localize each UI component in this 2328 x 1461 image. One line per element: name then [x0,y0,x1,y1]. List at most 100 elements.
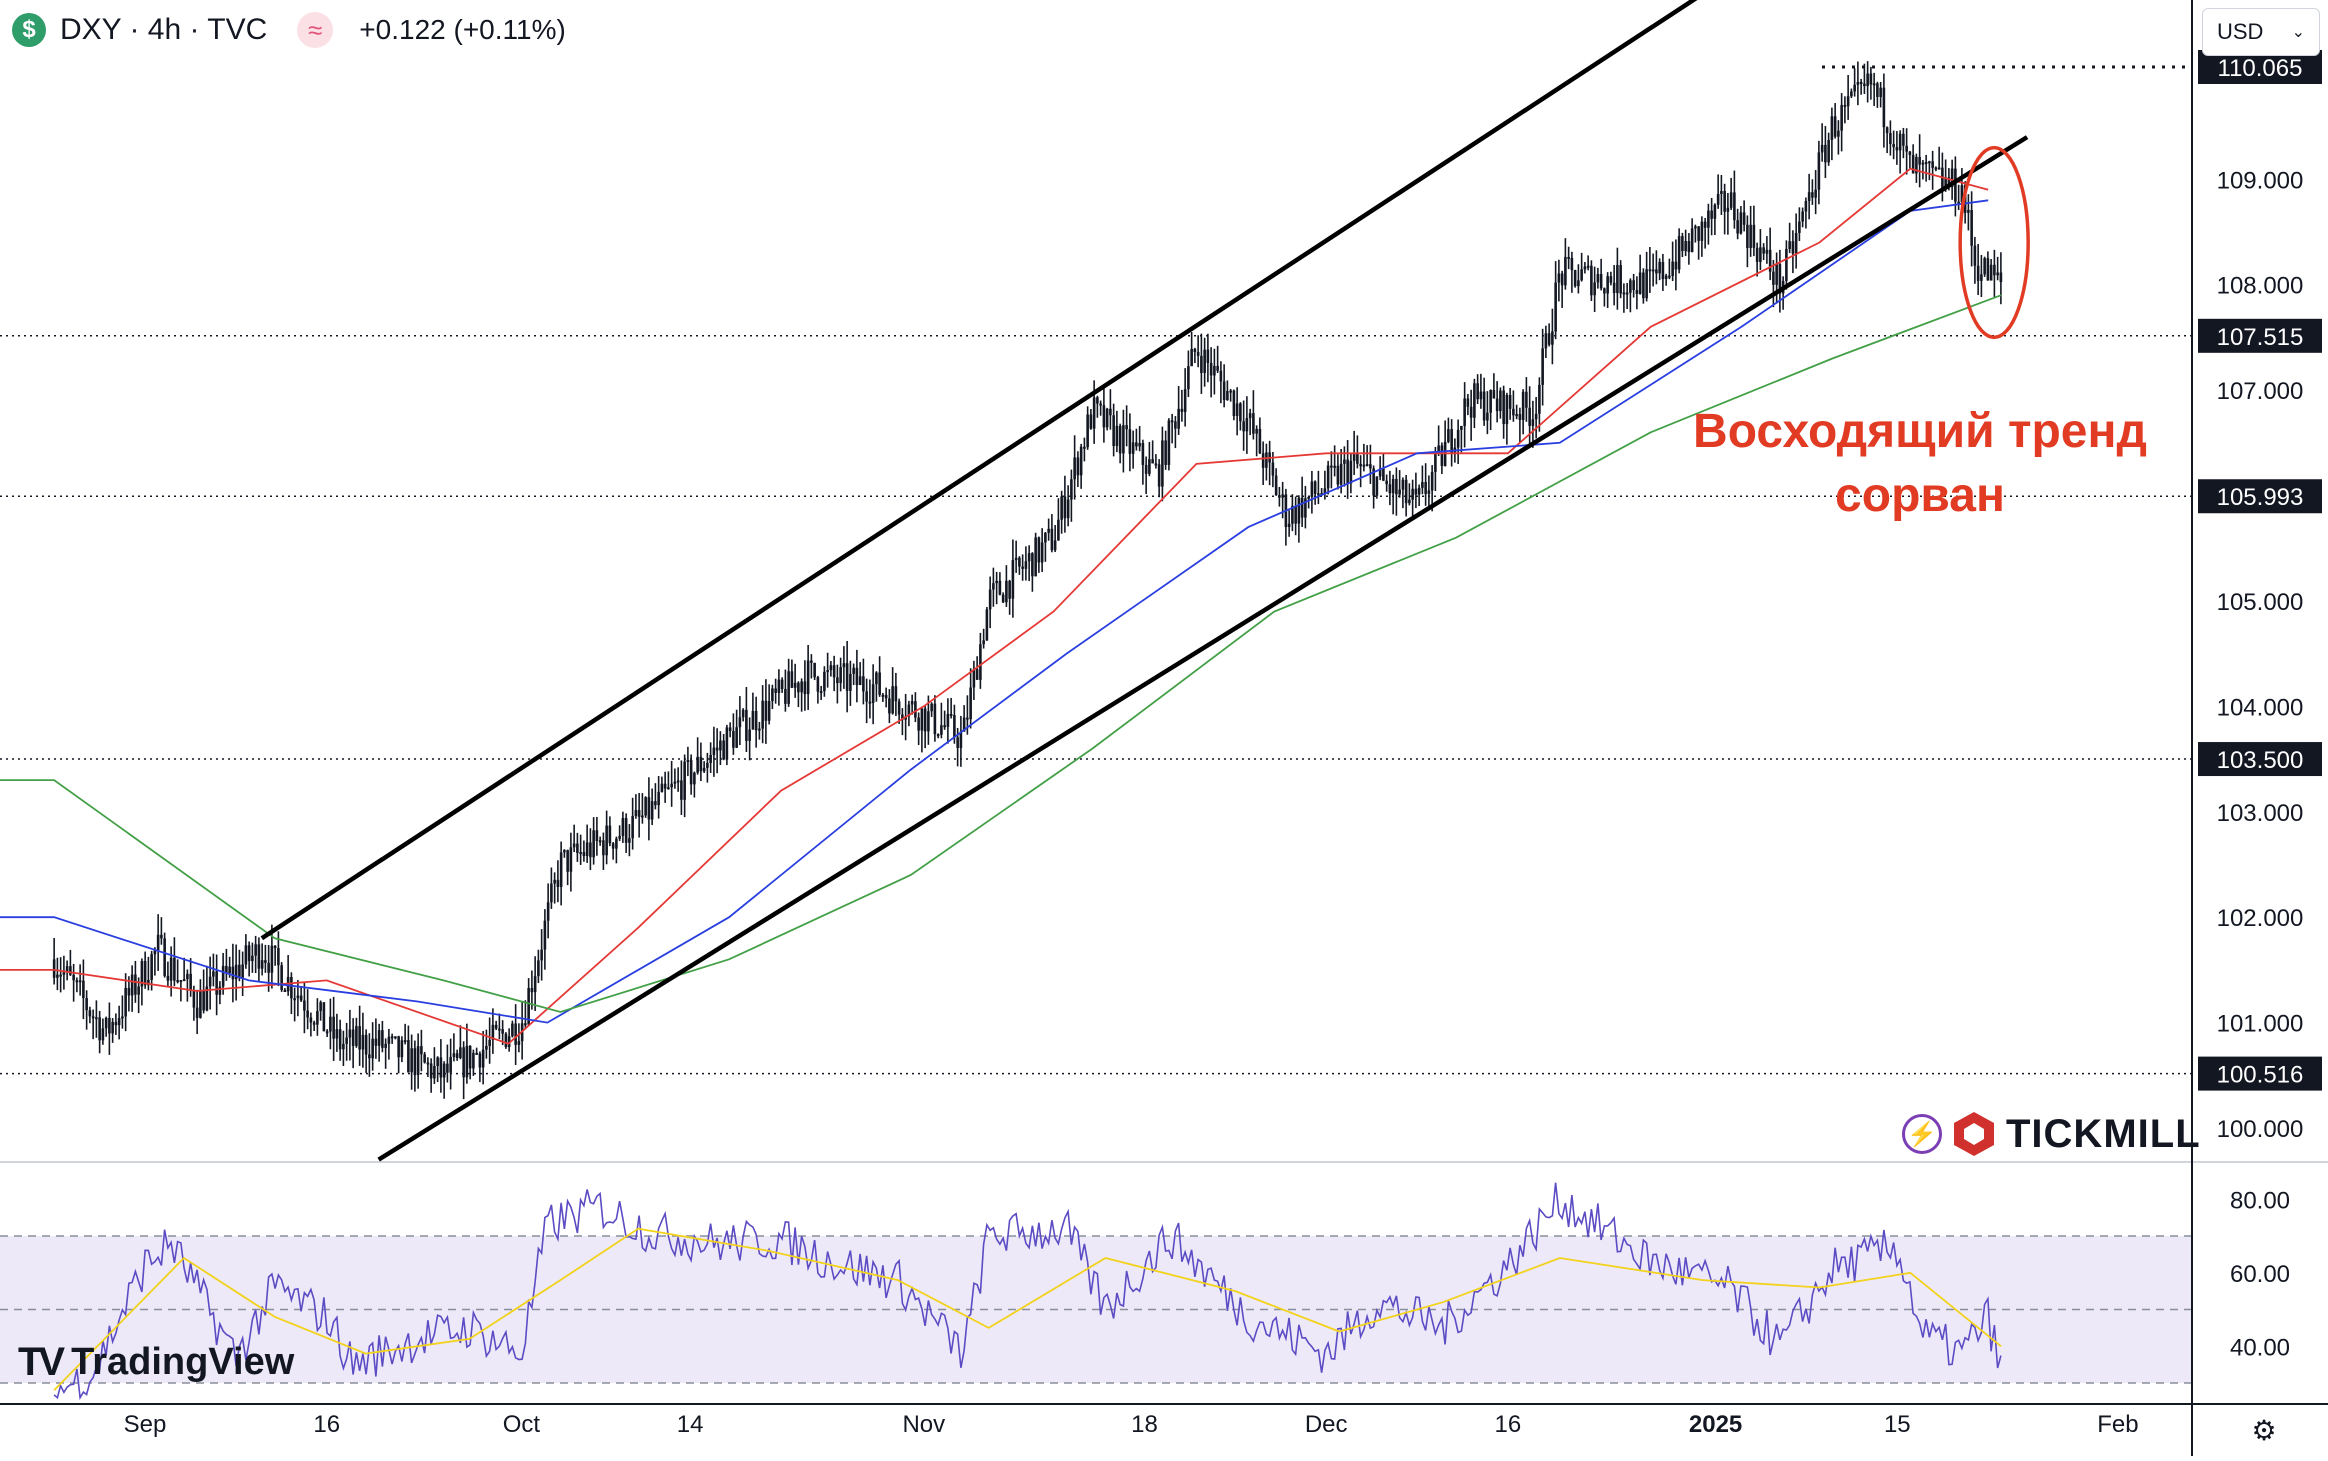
candle-body [1057,519,1060,541]
candle-body [1265,452,1268,468]
candle-body [582,852,586,857]
candle-body [1671,261,1674,276]
candle-body [498,1028,501,1031]
candle-body [501,1029,504,1034]
symbol-title[interactable]: DXY · 4h · TVC [60,13,268,46]
candle-body [1902,133,1905,146]
candle-body [1297,497,1301,524]
time-tick-label: 18 [1131,1411,1158,1438]
candle-body [1349,460,1353,484]
candle-body [982,640,985,645]
candle-body [1973,245,1977,266]
candle-body [381,1030,384,1048]
candle-body [1918,156,1921,165]
price-tick-text: 100.516 [2217,1062,2304,1089]
candle-body [823,671,826,692]
candle-body [1915,156,1918,174]
candle-body [559,852,563,887]
candle-body [407,1040,410,1073]
candle-body [1752,224,1756,248]
candle-body [858,676,862,685]
candle-body [1092,397,1096,429]
candle-body [88,1010,92,1017]
price-tick-text: 102.000 [2217,905,2304,932]
candle-body [127,987,131,996]
candle-body [693,772,696,785]
candle-body [1287,523,1291,528]
candle-body [550,883,553,903]
candle-body [1157,464,1161,487]
candle-body [881,694,885,697]
candle-body [1258,428,1262,454]
candle-body [589,842,592,858]
price-tick-label: 103.000 [2217,800,2304,827]
candle-body [455,1053,459,1058]
candle-body [410,1048,413,1073]
candle-body [735,727,738,748]
candle-body [1206,349,1210,363]
candle-body [1928,161,1931,164]
candle-body [1102,405,1106,428]
candle-body [719,740,722,751]
candle-body [364,1034,368,1055]
candle-body [1645,269,1648,299]
candle-body [1590,265,1593,296]
price-label-bg [2198,1056,2322,1091]
candle-body [839,667,842,684]
candle-body [654,801,657,806]
candle-body [1317,493,1320,496]
candle-body [342,1043,345,1050]
candle-body [1330,465,1333,468]
candle-body [1775,264,1778,285]
price-tick-label: 107.000 [2217,378,2304,405]
candle-body [1853,84,1856,92]
candle-body [1967,209,1970,213]
candle-body [1440,445,1444,466]
candle-body [605,825,608,856]
price-tick-text: 105.993 [2217,484,2304,511]
candle-body [85,998,88,1011]
candle-body [1200,355,1203,373]
candle-body [975,669,979,680]
candle-body [1395,478,1398,495]
candle-body [62,971,66,975]
candle-body [1560,273,1564,286]
candle-body [1148,459,1151,474]
candle-body [1950,168,1954,188]
candle-body [208,976,212,987]
time-tick-label: Dec [1305,1411,1348,1438]
price-tick-text: 100.000 [2217,1116,2304,1143]
candle-body [1944,177,1947,189]
candle-body [394,1036,397,1039]
price-label-bg [2198,318,2322,353]
indicator-icon[interactable]: ≈ [297,12,334,48]
currency-selector[interactable]: USD ⌄ [2202,8,2320,56]
candle-body [1333,465,1336,468]
candle-body [98,1017,101,1041]
candle-body [1866,73,1869,87]
candle-body [176,980,179,983]
time-tick-label: 16 [1495,1411,1522,1438]
candle-body [137,986,140,995]
candle-body [1164,440,1167,465]
settings-gear-icon[interactable]: ⚙ [2251,1415,2277,1446]
candle-body [1755,247,1759,262]
candle-body [481,1049,485,1068]
candle-body [1638,272,1642,294]
candle-body [1401,479,1405,490]
candle-body [569,847,573,872]
candle-body [1343,459,1346,464]
candle-body [1408,499,1411,504]
candle-body [104,1017,108,1029]
time-tick-label: 2025 [1689,1411,1742,1438]
candle-body [1001,594,1005,603]
candle-body [946,713,950,727]
candle-body [1736,220,1739,234]
candle-body [1232,390,1236,416]
candle-body [1564,256,1567,286]
candle-body [1541,348,1544,385]
candle-body [1112,415,1115,447]
candle-body [1450,429,1453,453]
